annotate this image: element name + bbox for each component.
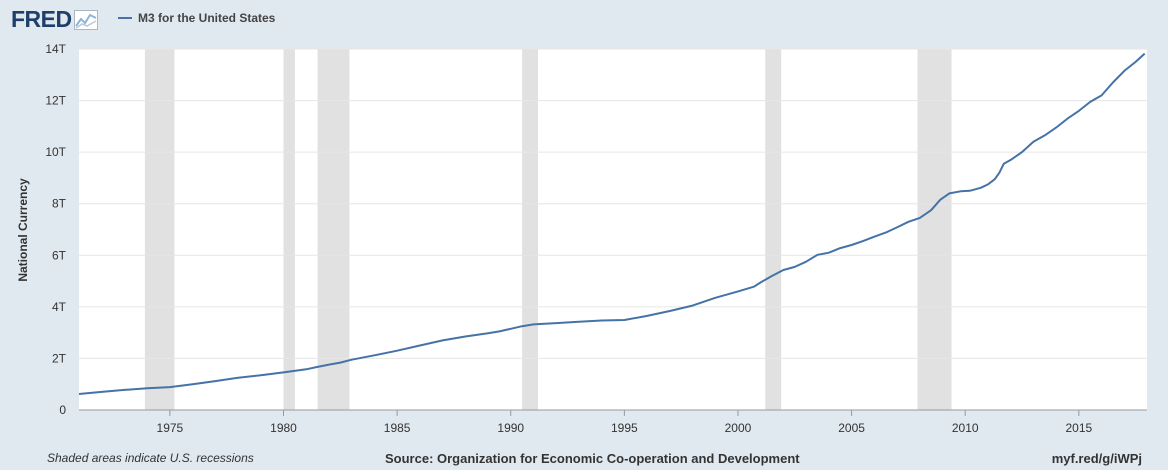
fred-logo[interactable]: FRED	[11, 6, 98, 33]
y-tick-label: 6T	[52, 248, 67, 262]
x-tick-label: 2015	[1065, 421, 1092, 435]
x-tick-label: 1990	[497, 421, 524, 435]
y-tick-label: 10T	[45, 145, 66, 159]
series-line	[78, 52, 1146, 395]
recession-band	[765, 49, 782, 410]
recession-band	[917, 49, 952, 410]
y-tick-label: 2T	[52, 351, 67, 365]
recession-band	[317, 49, 350, 410]
y-tick-label: 14T	[45, 42, 66, 56]
legend-swatch	[118, 17, 132, 19]
plot-area	[79, 49, 1147, 410]
x-tick-label: 1985	[384, 421, 411, 435]
x-tick-label: 2000	[725, 421, 752, 435]
recession-band	[144, 49, 175, 410]
y-axis-label: National Currency	[16, 178, 30, 282]
series-layer	[78, 52, 1146, 395]
recession-shading	[144, 49, 952, 410]
chart: 0 2T 4T 6T 8T 10T 12T 14T 1975 1980 1985 1990 1995 20…	[16, 42, 1147, 435]
chart-header: FRED M3 for the United States	[0, 0, 1168, 40]
y-tick-label: 12T	[45, 94, 66, 108]
x-tick-label: 1995	[611, 421, 638, 435]
legend-label: M3 for the United States	[138, 11, 276, 25]
legend: M3 for the United States	[118, 11, 275, 25]
x-tick-label: 1975	[157, 421, 184, 435]
y-tick-label: 4T	[52, 300, 67, 314]
y-tick-label: 0	[59, 403, 66, 417]
source-note: Source: Organization for Economic Co-ope…	[385, 451, 800, 466]
grid-lines	[79, 48, 1147, 359]
short-link[interactable]: myf.red/g/iWPj	[1051, 451, 1142, 466]
line-graph-icon	[73, 9, 98, 30]
recession-band	[522, 49, 539, 410]
x-tick-label: 1980	[270, 421, 297, 435]
y-tick-label: 8T	[52, 197, 67, 211]
recession-note: Shaded areas indicate U.S. recessions	[47, 451, 254, 465]
x-tick-label: 2005	[838, 421, 865, 435]
recession-band	[283, 49, 295, 410]
axes: 0 2T 4T 6T 8T 10T 12T 14T 1975 1980 1985 1990 1995 20…	[45, 42, 1147, 435]
fred-logo-text: FRED	[11, 6, 72, 32]
x-tick-label: 2010	[952, 421, 979, 435]
